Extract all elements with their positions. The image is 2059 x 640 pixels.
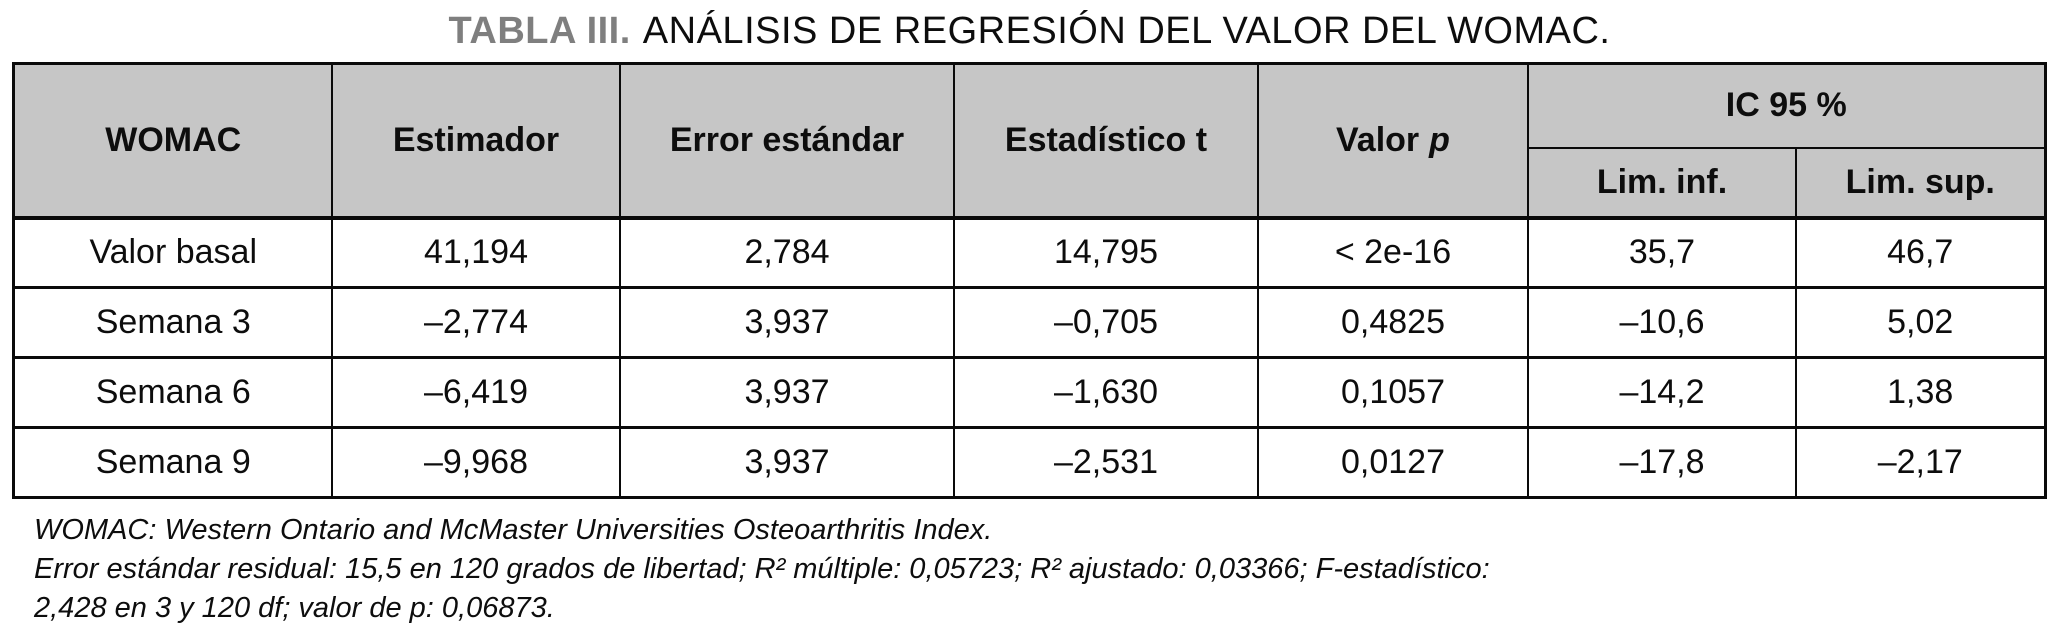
- estimador-cell: –2,774: [330, 286, 621, 359]
- table-body: Valor basal 41,194 2,784 14,795 < 2e-16 …: [12, 215, 2047, 499]
- estimador-cell: –6,419: [330, 356, 621, 429]
- table-row-valor-basal: Valor basal 41,194 2,784 14,795 < 2e-16 …: [12, 215, 2047, 289]
- col-header-ic95: IC 95 %: [1526, 62, 2047, 149]
- error-estandar-cell: 2,784: [618, 215, 955, 289]
- row-label-cell: Valor basal: [12, 215, 333, 289]
- estimador-cell: –9,968: [330, 426, 621, 499]
- estadistico-t-cell: –2,531: [952, 426, 1259, 499]
- col-header-estimador: Estimador: [330, 62, 621, 220]
- table-row-semana-6: Semana 6 –6,419 3,937 –1,630 0,1057 –14,…: [12, 356, 2047, 429]
- valor-p-cell: < 2e-16: [1256, 215, 1529, 289]
- lim-inf-cell: –17,8: [1526, 426, 1797, 499]
- valor-p-cell: 0,1057: [1256, 356, 1529, 429]
- header-row-main: WOMAC Estimador Error estándar Estadísti…: [12, 62, 2047, 220]
- lim-inf-cell: –14,2: [1526, 356, 1797, 429]
- col-header-valor-p: Valor p: [1256, 62, 1529, 220]
- lim-inf-cell: –10,6: [1526, 286, 1797, 359]
- error-estandar-cell: 3,937: [618, 356, 955, 429]
- row-label-cell: Semana 3: [12, 286, 333, 359]
- lim-sup-cell: 5,02: [1794, 286, 2047, 359]
- row-label-cell: Semana 6: [12, 356, 333, 429]
- lim-sup-cell: 46,7: [1794, 215, 2047, 289]
- estadistico-t-cell: –1,630: [952, 356, 1259, 429]
- valor-p-symbol: p: [1429, 120, 1450, 159]
- regression-table: WOMAC Estimador Error estándar Estadísti…: [12, 62, 2047, 499]
- table-title: TABLA III. ANÁLISIS DE REGRESIÓN DEL VALO…: [12, 0, 2047, 54]
- lim-inf-cell: 35,7: [1526, 215, 1797, 289]
- row-label-cell: Semana 9: [12, 426, 333, 499]
- table-number-label: TABLA III.: [448, 10, 631, 52]
- col-header-lim-inf: Lim. inf.: [1526, 146, 1797, 219]
- col-header-error-estandar: Error estándar: [618, 62, 955, 220]
- table-title-text: ANÁLISIS DE REGRESIÓN DEL VALOR DEL WOMA…: [642, 10, 1611, 52]
- table-row-semana-9: Semana 9 –9,968 3,937 –2,531 0,0127 –17,…: [12, 426, 2047, 499]
- header-row-sub: Lim. inf. Lim. sup.: [14, 146, 2047, 219]
- footnote-abbreviation: WOMAC: Western Ontario and McMaster Univ…: [34, 514, 993, 546]
- estadistico-t-cell: –0,705: [952, 286, 1259, 359]
- valor-p-cell: 0,4825: [1256, 286, 1529, 359]
- table-header: WOMAC Estimador Error estándar Estadísti…: [12, 62, 2047, 220]
- valor-p-cell: 0,0127: [1256, 426, 1529, 499]
- col-header-estadistico-t: Estadístico t: [952, 62, 1259, 220]
- footnote-statistics-line-1: Error estándar residual: 15,5 en 120 gra…: [34, 553, 1490, 585]
- lim-sup-cell: –2,17: [1794, 426, 2047, 499]
- footnote-statistics-line-2: 2,428 en 3 y 120 df; valor de p: 0,06873…: [34, 592, 555, 624]
- error-estandar-cell: 3,937: [618, 286, 955, 359]
- lim-sup-cell: 1,38: [1794, 356, 2047, 429]
- table-row-semana-3: Semana 3 –2,774 3,937 –0,705 0,4825 –10,…: [12, 286, 2047, 359]
- error-estandar-cell: 3,937: [618, 426, 955, 499]
- col-header-lim-sup: Lim. sup.: [1794, 146, 2047, 219]
- valor-p-label: Valor: [1336, 120, 1420, 159]
- col-header-womac: WOMAC: [12, 62, 333, 220]
- footnotes: WOMAC: Western Ontario and McMaster Univ…: [34, 511, 2047, 628]
- estadistico-t-cell: 14,795: [952, 215, 1259, 289]
- estimador-cell: 41,194: [330, 215, 621, 289]
